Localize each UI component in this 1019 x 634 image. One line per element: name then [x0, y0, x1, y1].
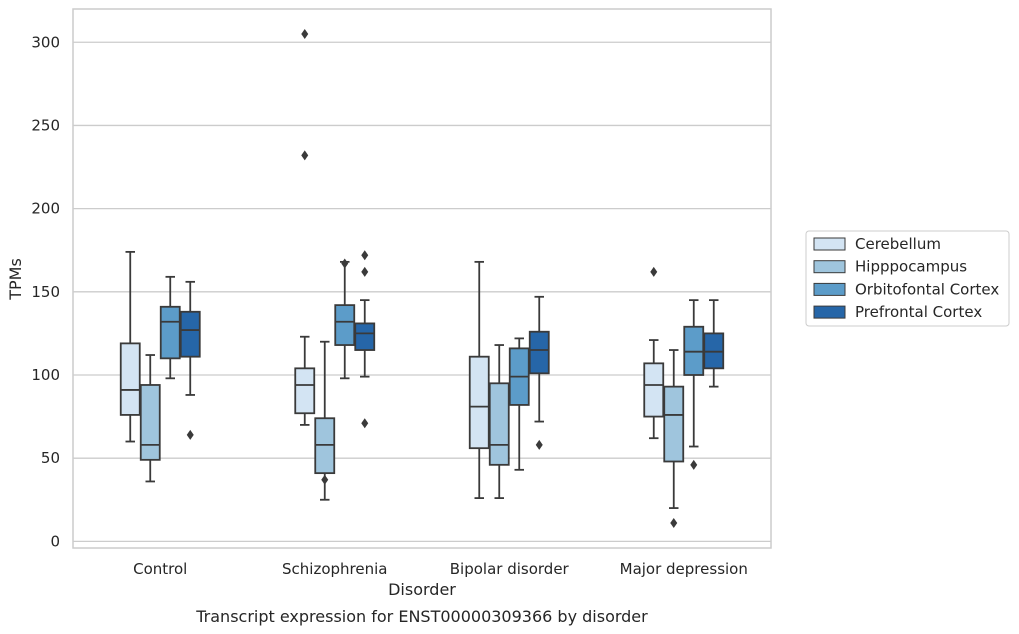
gridlines: [73, 41, 771, 542]
x-axis-ticks: Control Schizophrenia Bipolar disorder Majo…: [133, 560, 748, 578]
box-iqr: [354, 322, 376, 351]
box-orbitofontal-cortex: [334, 258, 356, 380]
outlier-point: [361, 418, 369, 429]
outlier-point: [361, 266, 369, 277]
outlier-point: [301, 28, 309, 39]
chart-caption: Transcript expression for ENST0000030936…: [195, 607, 648, 626]
outlier-point: [186, 429, 194, 440]
box-hipppocampus: [314, 340, 336, 501]
outlier-point: [361, 250, 369, 261]
y-tick-label: 300: [31, 33, 60, 51]
outlier-point: [301, 150, 309, 161]
x-tick-label: Bipolar disorder: [450, 560, 570, 578]
box-hipppocampus: [663, 349, 685, 529]
y-tick-label: 50: [41, 449, 60, 467]
legend-swatch: [813, 237, 846, 251]
box-iqr: [119, 342, 141, 416]
legend-swatch: [813, 282, 846, 296]
legend-label: Cerebellum: [855, 235, 941, 253]
y-tick-label: 150: [31, 283, 60, 301]
legend-label: Hipppocampus: [855, 258, 967, 276]
y-tick-label: 250: [31, 116, 60, 134]
legend-swatch: [813, 260, 846, 274]
box-hipppocampus: [139, 354, 161, 483]
legend: Cerebellum Hipppocampus Orbitofontal Corte…: [805, 230, 1010, 327]
box-iqr: [139, 384, 161, 461]
box-prefrontal-cortex: [354, 250, 376, 429]
y-axis-ticks: 0 50 100 150 200 250 300: [31, 33, 60, 550]
box-iqr: [468, 355, 490, 450]
box-iqr: [334, 304, 356, 346]
box-iqr: [643, 362, 665, 418]
outlier-point: [690, 459, 698, 470]
outlier-point: [321, 474, 329, 485]
legend-frame: [805, 230, 1010, 327]
box-iqr: [294, 367, 316, 415]
box-prefrontal-cortex: [703, 299, 725, 388]
box-iqr: [528, 330, 550, 375]
plot-area-frame: [72, 8, 772, 549]
box-orbitofontal-cortex: [159, 275, 181, 380]
box-prefrontal-cortex: [528, 295, 550, 450]
box-orbitofontal-cortex: [508, 337, 530, 471]
x-tick-label: Major depression: [620, 560, 748, 578]
box-iqr: [159, 305, 181, 360]
outlier-point: [535, 439, 543, 450]
outlier-point: [650, 266, 658, 277]
boxes: [119, 28, 725, 529]
y-tick-label: 0: [50, 532, 60, 550]
y-tick-label: 100: [31, 366, 60, 384]
x-tick-label: Control: [133, 560, 187, 578]
legend-label: Orbitofontal Cortex: [855, 280, 999, 298]
box-cerebellum: [468, 260, 490, 499]
box-cerebellum: [294, 28, 316, 426]
outlier-point: [341, 258, 349, 269]
y-tick-label: 200: [31, 200, 60, 218]
box-iqr: [179, 310, 201, 358]
legend-swatch: [813, 305, 846, 319]
legend-label: Prefrontal Cortex: [855, 303, 982, 321]
box-cerebellum: [643, 266, 665, 440]
box-hipppocampus: [488, 344, 510, 499]
outlier-point: [670, 518, 678, 529]
x-tick-label: Schizophrenia: [282, 560, 387, 578]
box-iqr: [488, 382, 510, 466]
box-iqr: [663, 385, 685, 463]
y-axis-title: TPMs: [6, 258, 25, 301]
box-cerebellum: [119, 250, 141, 443]
box-prefrontal-cortex: [179, 280, 201, 440]
x-axis-title: Disorder: [388, 580, 456, 599]
box-orbitofontal-cortex: [683, 299, 705, 470]
